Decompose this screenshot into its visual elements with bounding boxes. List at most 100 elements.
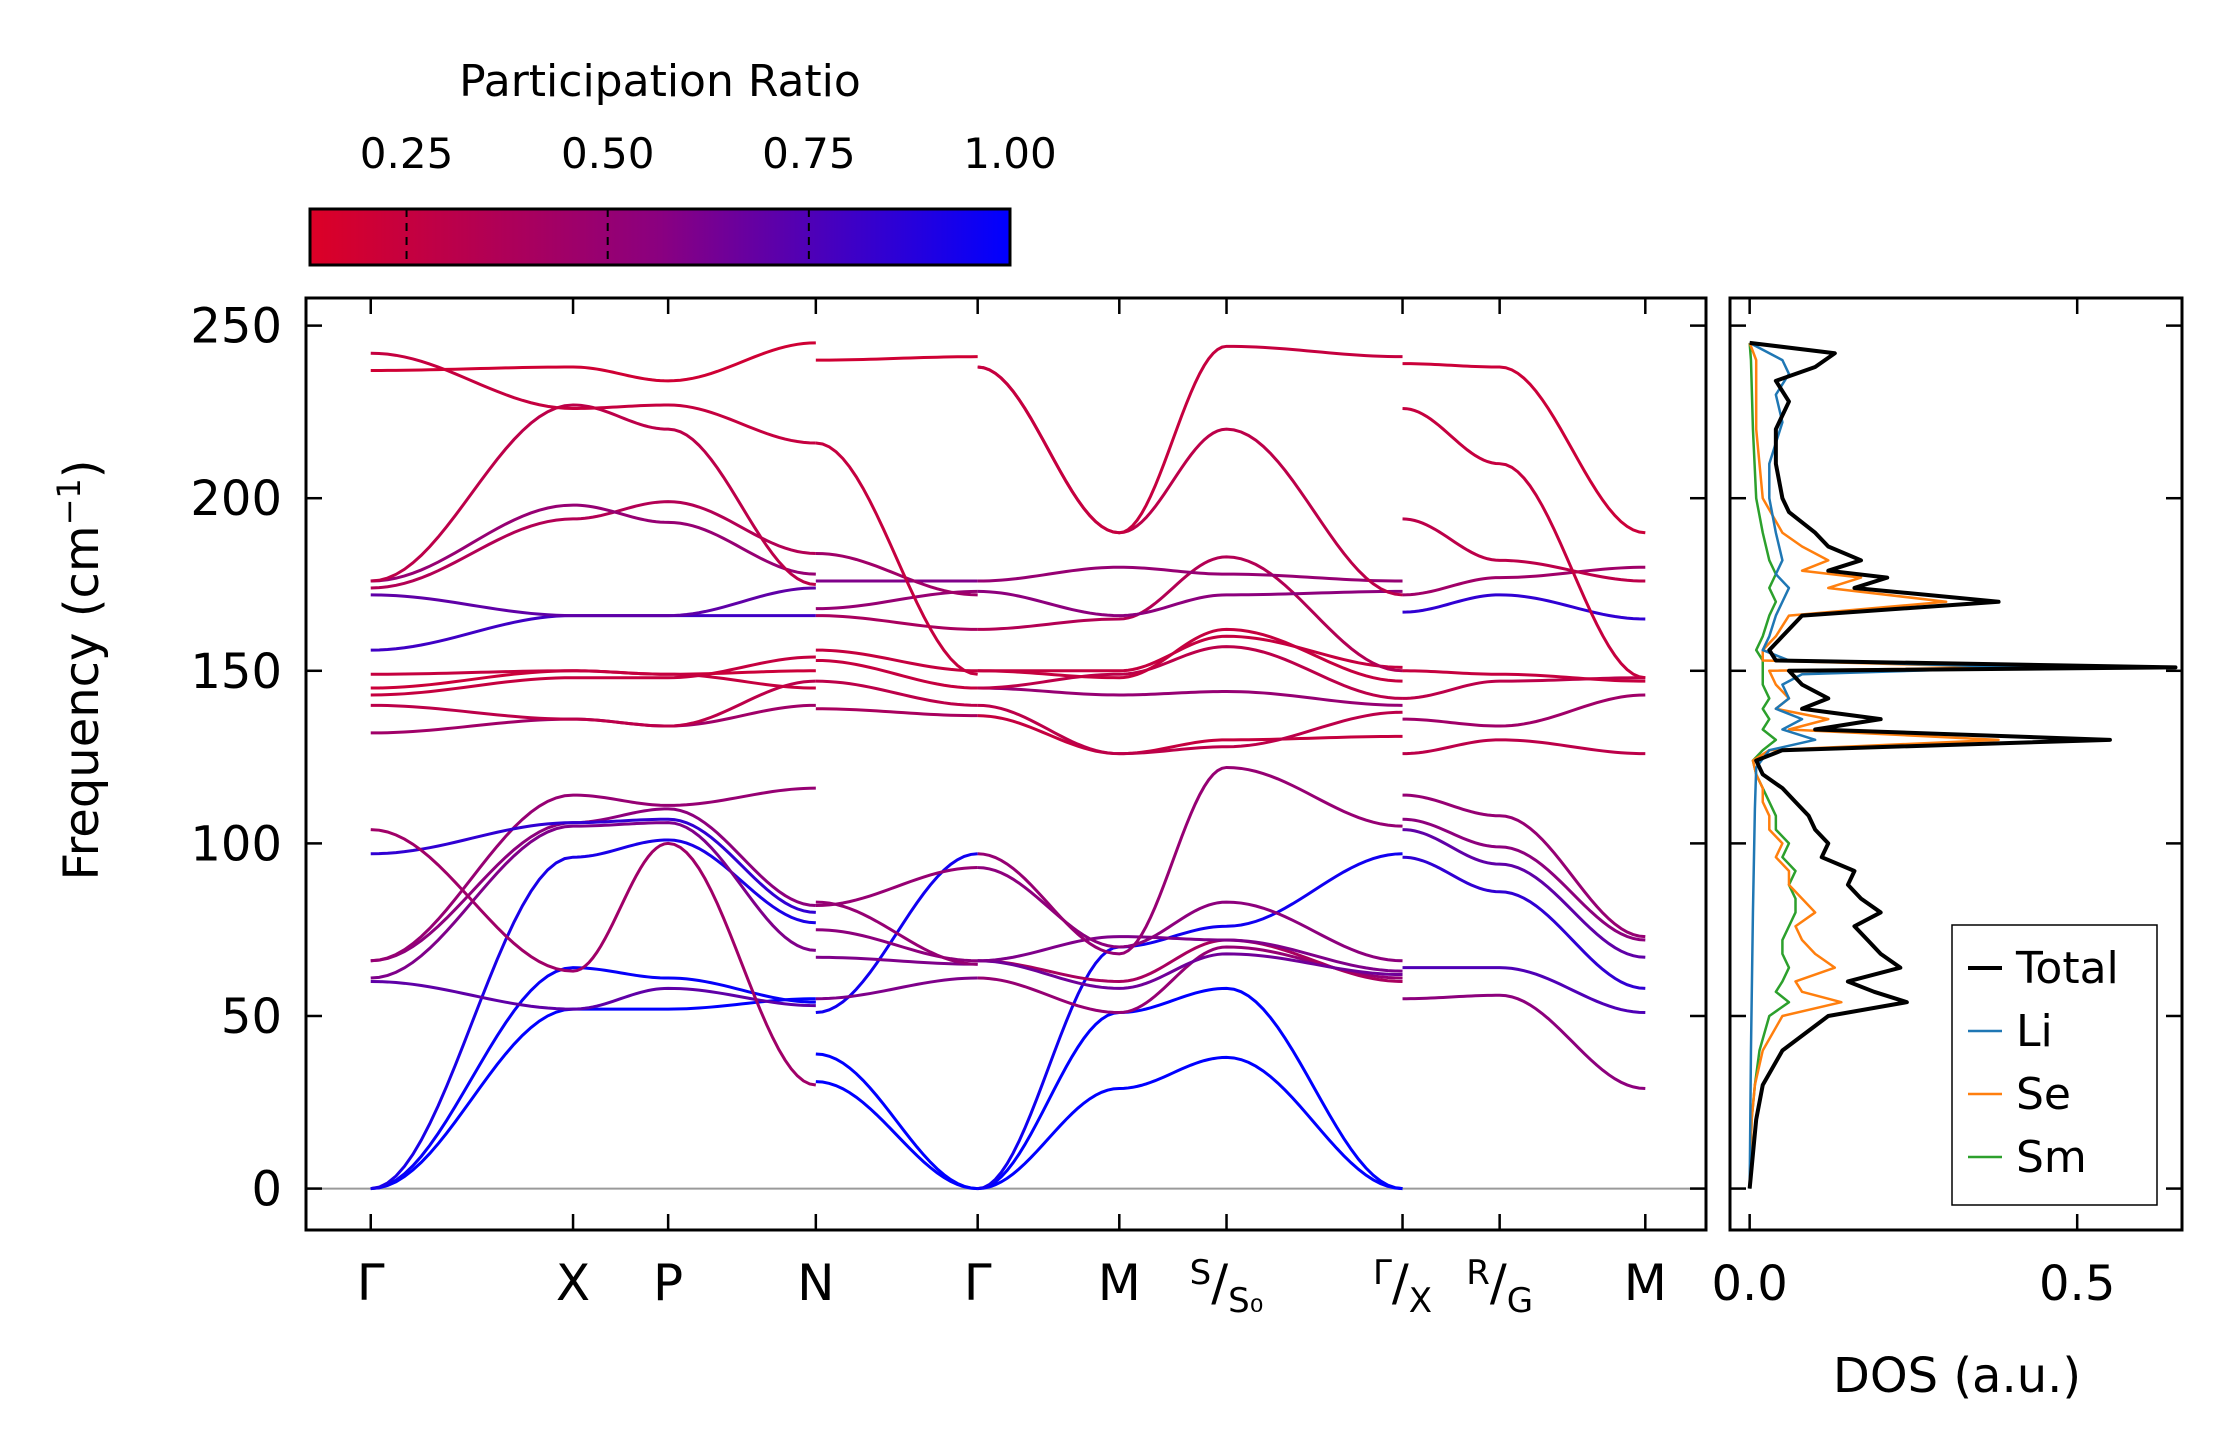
y-tick-label: 150 bbox=[190, 644, 282, 700]
high-symmetry-label: Γ bbox=[357, 1254, 385, 1312]
phonon-band bbox=[977, 986, 1403, 1191]
phonon-band bbox=[1402, 793, 1646, 939]
phonon-band bbox=[977, 686, 1403, 707]
phonon-band bbox=[977, 344, 1403, 535]
colorbar-frame bbox=[308, 207, 1012, 267]
y-tick-label: 100 bbox=[190, 816, 282, 872]
phonon-band bbox=[977, 945, 1403, 1015]
band-structure-panel: 0 50 100 150 200 250 Γ X P N Γ M S/S₀ Γ/X R/G M Frequen… bbox=[50, 296, 1708, 1321]
phonon-band bbox=[977, 952, 1403, 990]
legend-frame bbox=[1951, 924, 2158, 1206]
high-symmetry-label: Γ bbox=[964, 1254, 992, 1312]
phonon-band bbox=[370, 341, 816, 383]
band-segment-1 bbox=[370, 341, 817, 1191]
phonon-band bbox=[1402, 966, 1646, 1015]
dos-line-se bbox=[1748, 342, 2013, 1189]
phonon-band bbox=[370, 614, 816, 652]
y-tick-label: 50 bbox=[221, 989, 282, 1045]
band-segment-2 bbox=[815, 355, 978, 1191]
colorbar-tick-label: 0.75 bbox=[762, 129, 856, 178]
phonon-band bbox=[977, 935, 1403, 973]
colorbar-title: Participation Ratio bbox=[459, 56, 861, 107]
phonon-band bbox=[815, 707, 978, 718]
phonon-band bbox=[815, 551, 978, 597]
phonon-band bbox=[815, 679, 978, 707]
phonon-band bbox=[370, 997, 816, 1191]
phonon-band bbox=[370, 786, 816, 963]
colorbar-tick-label: 0.50 bbox=[561, 129, 655, 178]
phonon-band bbox=[1402, 828, 1646, 959]
phonon-band bbox=[977, 555, 1403, 673]
high-symmetry-label: P bbox=[653, 1254, 683, 1312]
phonon-band bbox=[1402, 669, 1646, 683]
high-symmetry-label: X bbox=[556, 1254, 590, 1312]
phonon-band bbox=[815, 648, 978, 673]
phonon-band bbox=[370, 828, 817, 1087]
phonon-band bbox=[1402, 362, 1646, 535]
phonon-band bbox=[370, 807, 816, 963]
phonon-band bbox=[977, 866, 1403, 963]
phonon-band bbox=[1402, 693, 1646, 728]
phonon-band bbox=[370, 817, 816, 914]
phonon-band bbox=[815, 866, 978, 908]
legend-label-sm: Sm bbox=[2016, 1132, 2087, 1183]
phonon-band bbox=[370, 966, 816, 1191]
y-tick-label: 200 bbox=[190, 471, 282, 527]
dos-x-tick-label: 0.0 bbox=[1711, 1256, 1787, 1312]
phonon-band bbox=[815, 614, 978, 631]
y-tick-label: 250 bbox=[190, 299, 282, 355]
phonon-band bbox=[1402, 993, 1646, 1090]
phonon-band bbox=[815, 1052, 978, 1191]
dos-x-tick-label: 0.5 bbox=[2039, 1256, 2115, 1312]
phonon-band bbox=[815, 1080, 978, 1191]
phonon-band bbox=[977, 1055, 1403, 1191]
phonon-band bbox=[370, 351, 816, 445]
band-segment-3 bbox=[977, 344, 1403, 1191]
phonon-band bbox=[815, 658, 978, 690]
high-symmetry-label: Γ/X bbox=[1373, 1253, 1432, 1321]
phonon-band bbox=[370, 838, 816, 1191]
high-symmetry-label: R/G bbox=[1466, 1253, 1533, 1321]
phonon-band bbox=[370, 403, 816, 586]
colorbar: Participation Ratio 0.25 0.50 0.75 1.00 bbox=[308, 56, 1057, 267]
high-symmetry-label: M bbox=[1624, 1254, 1667, 1312]
phonon-band bbox=[977, 589, 1403, 618]
phonon-band bbox=[1402, 738, 1646, 756]
phonon-band bbox=[1402, 565, 1646, 597]
phonon-band bbox=[370, 979, 816, 1011]
phonon-band bbox=[370, 500, 816, 590]
phonon-band bbox=[815, 955, 978, 966]
dos-panel-frame bbox=[1728, 296, 2184, 1232]
phonon-band bbox=[370, 503, 816, 583]
phonon-band bbox=[977, 365, 1403, 597]
phonon-band bbox=[977, 714, 1403, 756]
phonon-band bbox=[370, 679, 816, 728]
phonon-band bbox=[815, 900, 978, 966]
phonon-band bbox=[1402, 855, 1646, 990]
phonon-band bbox=[977, 852, 1403, 1191]
dos-line-total bbox=[1747, 340, 2178, 1189]
legend-label-li: Li bbox=[2016, 1006, 2053, 1057]
legend-label-se: Se bbox=[2016, 1069, 2071, 1120]
high-symmetry-label: N bbox=[797, 1254, 834, 1312]
y-axis-label: Frequency (cm−1) bbox=[50, 459, 110, 880]
phonon-band bbox=[977, 765, 1403, 956]
dos-panel: 0.0 0.5 DOS (a.u.) Total Li Se Sm bbox=[1711, 296, 2184, 1404]
phonon-band bbox=[1402, 517, 1646, 583]
phonon-band bbox=[370, 586, 816, 618]
phonon-band bbox=[815, 976, 978, 1001]
legend-label-total: Total bbox=[2015, 943, 2119, 994]
phonon-band bbox=[815, 355, 978, 362]
high-symmetry-label: S/S₀ bbox=[1190, 1253, 1264, 1321]
colorbar-tick-label: 0.25 bbox=[360, 129, 454, 178]
colorbar-gradient bbox=[310, 209, 1010, 265]
phonon-band bbox=[977, 634, 1403, 673]
dos-x-axis-label: DOS (a.u.) bbox=[1833, 1348, 2081, 1404]
phonon-band bbox=[977, 703, 1403, 756]
colorbar-tick-label: 1.00 bbox=[963, 129, 1057, 178]
phonon-band bbox=[1402, 817, 1646, 942]
high-symmetry-label: M bbox=[1098, 1254, 1141, 1312]
phonon-band bbox=[1402, 406, 1646, 680]
dos-line-li bbox=[1748, 341, 2027, 1189]
